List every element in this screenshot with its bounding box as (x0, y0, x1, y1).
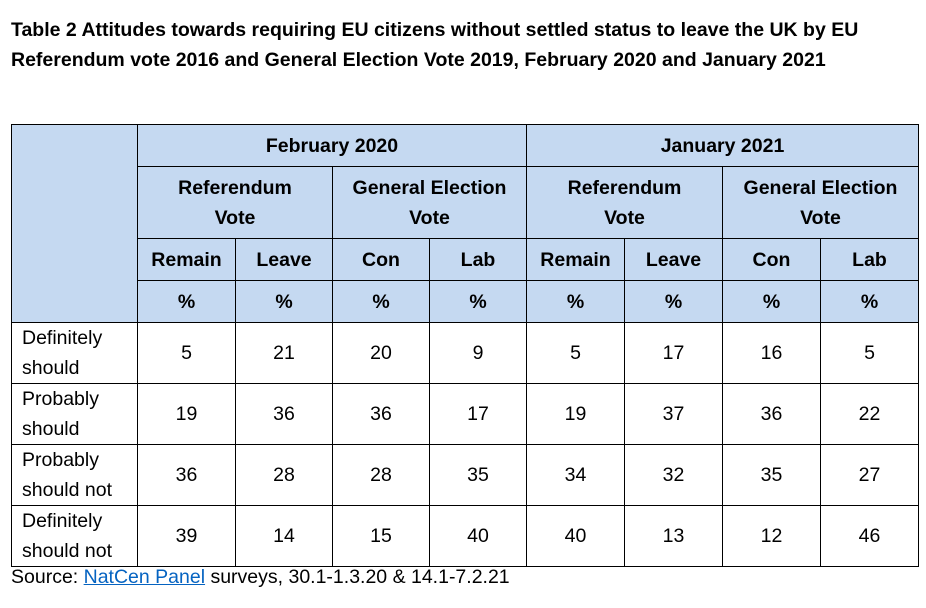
group-header-referendum: Referendum Vote (137, 166, 333, 239)
unit-header: % (332, 280, 430, 323)
subgroup-header: Remain (526, 238, 625, 281)
period-header: February 2020 (137, 124, 527, 167)
table-cell: 17 (624, 322, 723, 384)
table-row: Definitely should not 39 14 15 40 40 13 … (11, 505, 919, 567)
table-cell: 17 (429, 383, 527, 445)
table-cell: 40 (429, 505, 527, 567)
row-label: Definitely should not (11, 505, 138, 567)
subgroup-header: Lab (429, 238, 527, 281)
table-cell: 13 (624, 505, 723, 567)
table-cell: 36 (722, 383, 821, 445)
table-cell: 27 (820, 444, 919, 506)
table-cell: 19 (526, 383, 625, 445)
subgroup-header: Remain (137, 238, 236, 281)
table-cell: 28 (235, 444, 333, 506)
table-cell: 14 (235, 505, 333, 567)
attitudes-table: February 2020 January 2021 Referendum Vo… (11, 124, 919, 567)
table-row: Probably should 19 36 36 17 19 37 36 22 (11, 383, 919, 445)
table-cell: 40 (526, 505, 625, 567)
table-cell: 36 (235, 383, 333, 445)
source-note: Source: NatCen Panel surveys, 30.1-1.3.2… (11, 564, 510, 590)
unit-header: % (624, 280, 723, 323)
unit-header: % (137, 280, 236, 323)
subgroup-header: Lab (820, 238, 919, 281)
unit-header: % (235, 280, 333, 323)
table-cell: 36 (332, 383, 430, 445)
table-row: Definitely should 5 21 20 9 5 17 16 5 (11, 322, 919, 384)
table-cell: 21 (235, 322, 333, 384)
subgroup-header: Leave (235, 238, 333, 281)
table-cell: 12 (722, 505, 821, 567)
row-label: Probably should (11, 383, 138, 445)
subgroup-header: Con (722, 238, 821, 281)
table-cell: 32 (624, 444, 723, 506)
table-cell: 9 (429, 322, 527, 384)
table-row: Probably should not 36 28 28 35 34 32 35… (11, 444, 919, 506)
subgroup-header: Con (332, 238, 430, 281)
table-cell: 19 (137, 383, 236, 445)
natcen-panel-link[interactable]: NatCen Panel (83, 566, 206, 588)
table-cell: 15 (332, 505, 430, 567)
unit-header: % (526, 280, 625, 323)
period-header: January 2021 (526, 124, 919, 167)
table-title: Table 2 Attitudes towards requiring EU c… (11, 19, 859, 71)
source-suffix: surveys, 30.1-1.3.20 & 14.1-7.2.21 (205, 566, 510, 588)
table-cell: 35 (722, 444, 821, 506)
table-cell: 39 (137, 505, 236, 567)
source-prefix: Source: (11, 566, 84, 588)
group-header-general-election: General Election Vote (332, 166, 527, 239)
table-cell: 46 (820, 505, 919, 567)
unit-header: % (429, 280, 527, 323)
header-corner (11, 124, 138, 323)
table-cell: 22 (820, 383, 919, 445)
group-header-general-election: General Election Vote (722, 166, 919, 239)
row-label: Probably should not (11, 444, 138, 506)
table-cell: 35 (429, 444, 527, 506)
table-cell: 5 (137, 322, 236, 384)
unit-header: % (820, 280, 919, 323)
table-cell: 5 (526, 322, 625, 384)
unit-header: % (722, 280, 821, 323)
table-cell: 16 (722, 322, 821, 384)
table-cell: 5 (820, 322, 919, 384)
group-header-referendum: Referendum Vote (526, 166, 723, 239)
table-cell: 34 (526, 444, 625, 506)
table-cell: 28 (332, 444, 430, 506)
table-cell: 37 (624, 383, 723, 445)
table-cell: 36 (137, 444, 236, 506)
table-cell: 20 (332, 322, 430, 384)
row-label: Definitely should (11, 322, 138, 384)
subgroup-header: Leave (624, 238, 723, 281)
